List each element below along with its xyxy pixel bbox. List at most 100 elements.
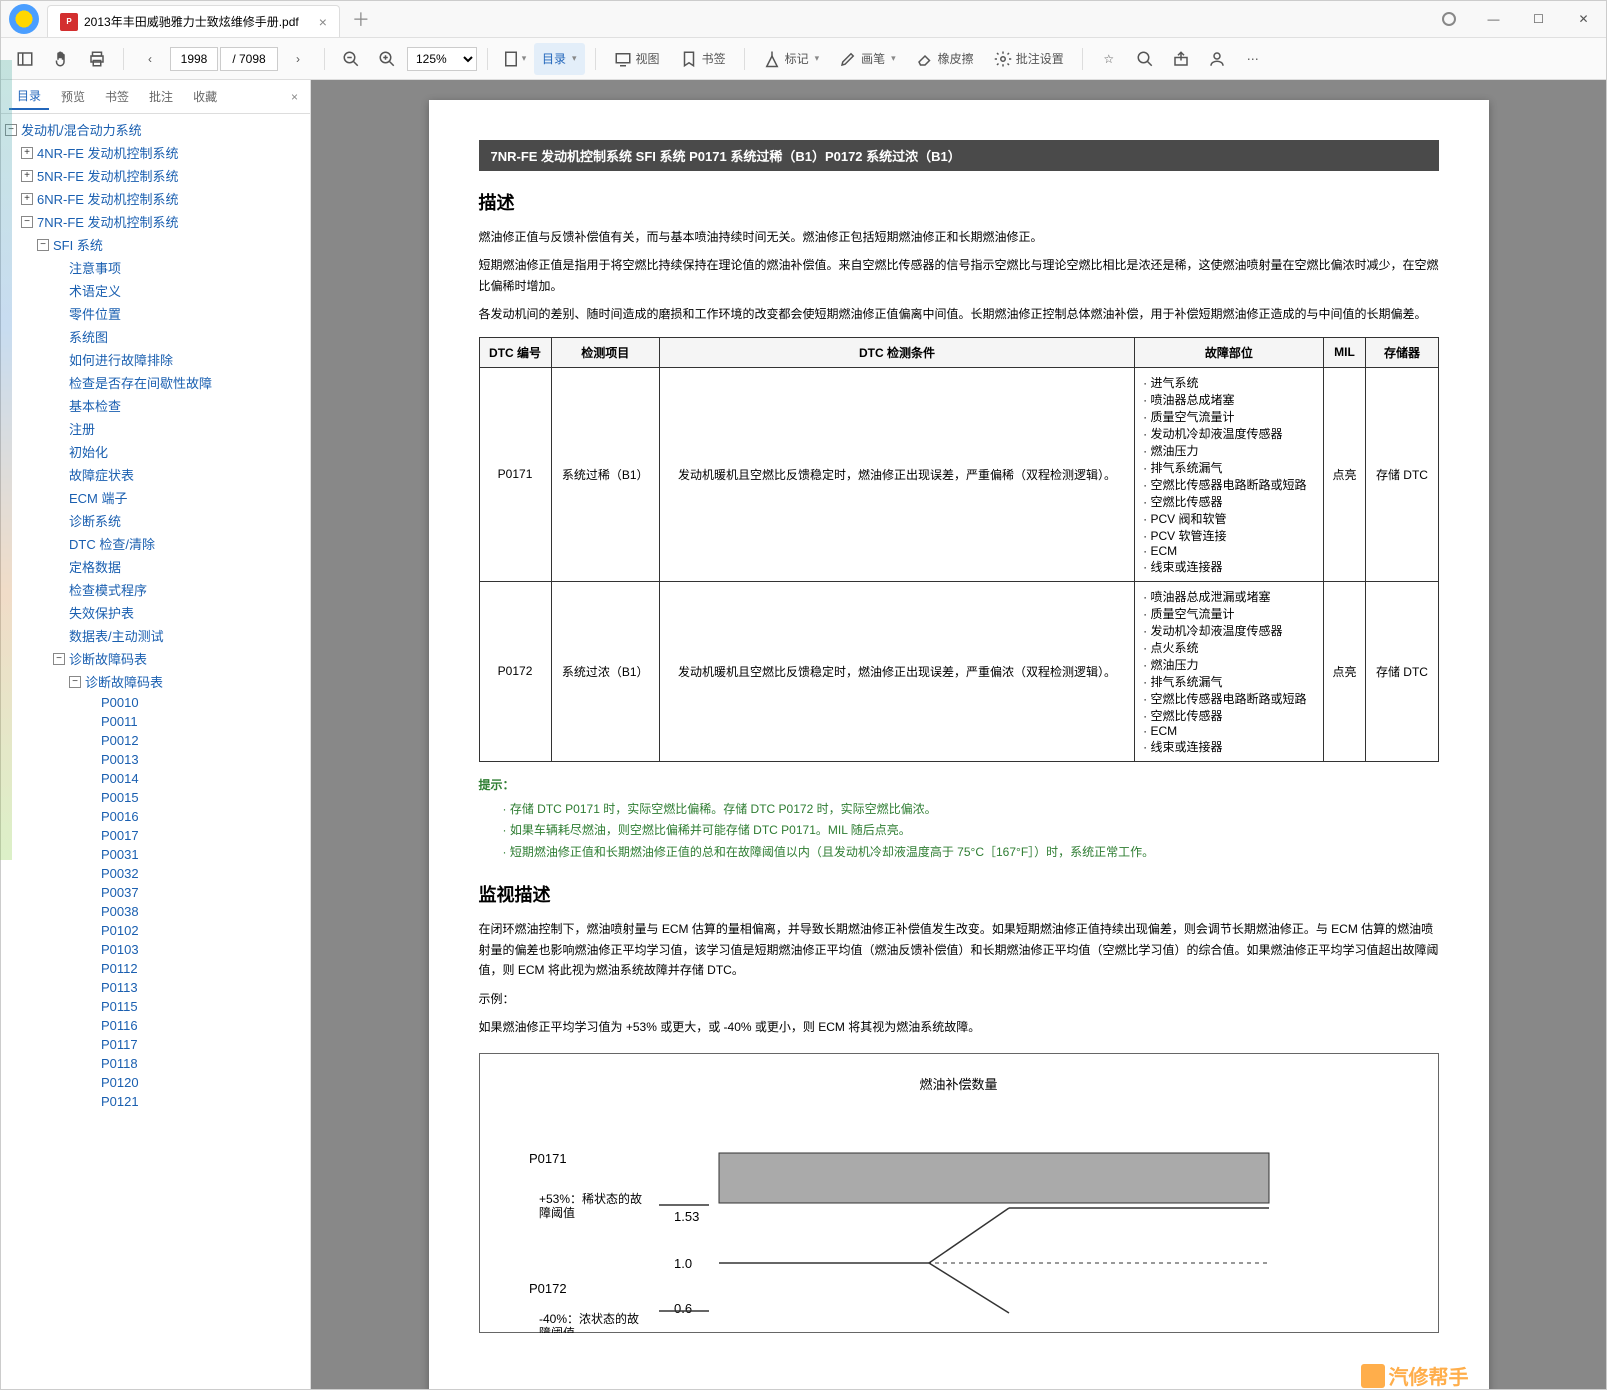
sidebar-tab-annot[interactable]: 批注 xyxy=(141,84,181,109)
page-layout-button[interactable]: ▾ xyxy=(498,43,530,75)
share-button[interactable] xyxy=(1165,43,1197,75)
tree-item[interactable]: −诊断故障码表 xyxy=(1,670,310,693)
tree-item[interactable]: 初始化 xyxy=(1,440,310,463)
sidebar-close-icon[interactable]: × xyxy=(287,86,302,108)
tree-item[interactable]: 系统图 xyxy=(1,325,310,348)
tree-item[interactable]: P0031 xyxy=(1,845,310,864)
tree-item[interactable]: −SFI 系统 xyxy=(1,233,310,256)
maximize-button[interactable]: ☐ xyxy=(1516,1,1561,38)
tree-item[interactable]: 注册 xyxy=(1,417,310,440)
close-button[interactable]: ✕ xyxy=(1561,1,1606,38)
batch-settings-button[interactable]: 批注设置 xyxy=(986,43,1072,75)
tree-item[interactable]: P0017 xyxy=(1,826,310,845)
tree-item[interactable]: +6NR-FE 发动机控制系统 xyxy=(1,187,310,210)
mark-button[interactable]: 标记▾ xyxy=(755,43,828,75)
tree-item[interactable]: P0120 xyxy=(1,1073,310,1092)
hint-list: 存储 DTC P0171 时，实际空燃比偏稀。存储 DTC P0172 时，实际… xyxy=(479,799,1439,864)
tree-item[interactable]: P0115 xyxy=(1,997,310,1016)
tree-toggle-icon[interactable]: − xyxy=(53,653,65,665)
tree-item[interactable]: P0102 xyxy=(1,921,310,940)
tree-item[interactable]: P0103 xyxy=(1,940,310,959)
zoom-select[interactable]: 125% xyxy=(407,47,477,71)
diagram: 燃油补偿数量 P0171 +53%：稀状态的故障阈值 1.53 1.0 P017… xyxy=(479,1053,1439,1333)
document-viewport[interactable]: 7NR-FE 发动机控制系统 SFI 系统 P0171 系统过稀（B1）P017… xyxy=(311,80,1606,1389)
tree-item[interactable]: −发动机/混合动力系统 xyxy=(1,118,310,141)
table-header: 故障部位 xyxy=(1135,337,1323,367)
hand-tool-button[interactable] xyxy=(45,43,77,75)
view-button[interactable]: 视图 xyxy=(606,43,668,75)
tree-item[interactable]: +4NR-FE 发动机控制系统 xyxy=(1,141,310,164)
tree-item[interactable]: P0121 xyxy=(1,1092,310,1111)
tree-item[interactable]: P0118 xyxy=(1,1054,310,1073)
tree-toggle-icon[interactable]: − xyxy=(21,216,33,228)
tree-item[interactable]: 基本检查 xyxy=(1,394,310,417)
catalog-button[interactable]: 目录▾ xyxy=(534,43,585,75)
tree-item[interactable]: 检查模式程序 xyxy=(1,578,310,601)
document-tab[interactable]: P 2013年丰田威驰雅力士致炫维修手册.pdf × xyxy=(47,5,340,37)
tree-toggle-icon[interactable]: − xyxy=(37,239,49,251)
minimize-button[interactable]: — xyxy=(1471,1,1516,38)
print-button[interactable] xyxy=(81,43,113,75)
tree-item[interactable]: −7NR-FE 发动机控制系统 xyxy=(1,210,310,233)
tree-item[interactable]: DTC 检查/清除 xyxy=(1,532,310,555)
sidebar-tab-bookmark[interactable]: 书签 xyxy=(97,84,137,109)
tree-item[interactable]: 失效保护表 xyxy=(1,601,310,624)
sidebar-toggle-button[interactable] xyxy=(9,43,41,75)
sidebar-tab-preview[interactable]: 预览 xyxy=(53,84,93,109)
tree-item[interactable]: P0014 xyxy=(1,769,310,788)
bookmark-button[interactable]: 书签 xyxy=(672,43,734,75)
user-button[interactable] xyxy=(1201,43,1233,75)
tree-item[interactable]: P0013 xyxy=(1,750,310,769)
tree-item[interactable]: P0010 xyxy=(1,693,310,712)
tree-label: 基本检查 xyxy=(69,396,121,415)
tree-item[interactable]: ECM 端子 xyxy=(1,486,310,509)
tree-item[interactable]: P0038 xyxy=(1,902,310,921)
tree-item[interactable]: 诊断系统 xyxy=(1,509,310,532)
page-number-input[interactable] xyxy=(170,47,218,71)
tree-item[interactable]: P0116 xyxy=(1,1016,310,1035)
next-page-button[interactable]: › xyxy=(282,43,314,75)
tree-item[interactable]: P0037 xyxy=(1,883,310,902)
sidebar-tab-outline[interactable]: 目录 xyxy=(9,83,49,110)
tab-close-icon[interactable]: × xyxy=(319,14,327,30)
tree-toggle-icon[interactable]: + xyxy=(21,193,33,205)
tree-toggle-icon[interactable]: − xyxy=(69,676,81,688)
tree-item[interactable]: P0113 xyxy=(1,978,310,997)
prev-page-button[interactable]: ‹ xyxy=(134,43,166,75)
brush-button[interactable]: 画笔▾ xyxy=(831,43,904,75)
tree-item[interactable]: −诊断故障码表 xyxy=(1,647,310,670)
tree-item[interactable]: P0012 xyxy=(1,731,310,750)
tree-item[interactable]: P0117 xyxy=(1,1035,310,1054)
circle-button[interactable] xyxy=(1426,1,1471,38)
tree-item[interactable]: P0032 xyxy=(1,864,310,883)
tree-item[interactable]: 故障症状表 xyxy=(1,463,310,486)
favorite-button[interactable]: ☆ xyxy=(1093,43,1125,75)
tree-item[interactable]: P0112 xyxy=(1,959,310,978)
zoom-out-button[interactable] xyxy=(335,43,367,75)
tree-item[interactable]: 数据表/主动测试 xyxy=(1,624,310,647)
new-tab-button[interactable]: ＋ xyxy=(352,6,370,32)
tree-item[interactable]: 零件位置 xyxy=(1,302,310,325)
tree-item[interactable]: P0016 xyxy=(1,807,310,826)
tree-item[interactable]: 术语定义 xyxy=(1,279,310,302)
svg-text:1.53: 1.53 xyxy=(674,1209,699,1224)
tree-item[interactable]: 检查是否存在间歇性故障 xyxy=(1,371,310,394)
outline-tree[interactable]: −发动机/混合动力系统+4NR-FE 发动机控制系统+5NR-FE 发动机控制系… xyxy=(1,114,310,1389)
hint-item: 存储 DTC P0171 时，实际空燃比偏稀。存储 DTC P0172 时，实际… xyxy=(503,799,1439,821)
tree-item[interactable]: +5NR-FE 发动机控制系统 xyxy=(1,164,310,187)
more-button[interactable]: ⋯ xyxy=(1237,43,1269,75)
tree-item[interactable]: P0015 xyxy=(1,788,310,807)
tree-label: 系统图 xyxy=(69,327,108,346)
search-button[interactable] xyxy=(1129,43,1161,75)
app-icon xyxy=(9,4,39,34)
tree-item[interactable]: P0011 xyxy=(1,712,310,731)
tree-item[interactable]: 定格数据 xyxy=(1,555,310,578)
tree-toggle-icon[interactable]: + xyxy=(21,147,33,159)
eraser-button[interactable]: 橡皮擦 xyxy=(908,43,982,75)
sidebar-tab-fav[interactable]: 收藏 xyxy=(185,84,225,109)
tree-item[interactable]: 如何进行故障排除 xyxy=(1,348,310,371)
tree-item[interactable]: 注意事项 xyxy=(1,256,310,279)
tree-label: P0117 xyxy=(101,1037,138,1052)
tree-toggle-icon[interactable]: + xyxy=(21,170,33,182)
zoom-in-button[interactable] xyxy=(371,43,403,75)
